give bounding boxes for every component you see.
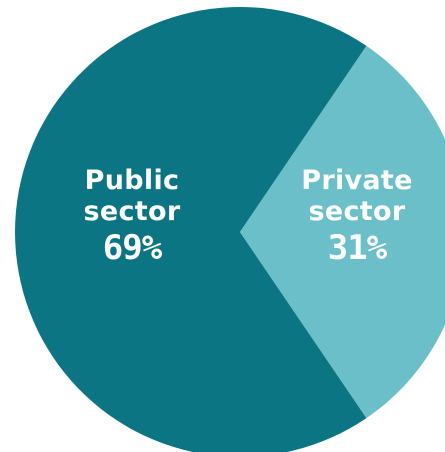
- pie-slice-public-sector: [15, 7, 367, 452]
- slice-name-public-line1: Public: [84, 165, 180, 196]
- pie-slice-private-sector: [240, 45, 445, 419]
- slice-label-public-sector: Public sector 69%: [72, 165, 192, 268]
- slice-value-private: 31%: [327, 228, 387, 269]
- slice-name-public-line2: sector: [83, 196, 181, 228]
- slice-value-public: 69%: [102, 228, 162, 269]
- slice-name-private-line2: sector: [308, 196, 406, 228]
- slice-label-private-sector: Private sector 31%: [297, 165, 417, 268]
- slice-name-private-line1: Private: [301, 165, 413, 196]
